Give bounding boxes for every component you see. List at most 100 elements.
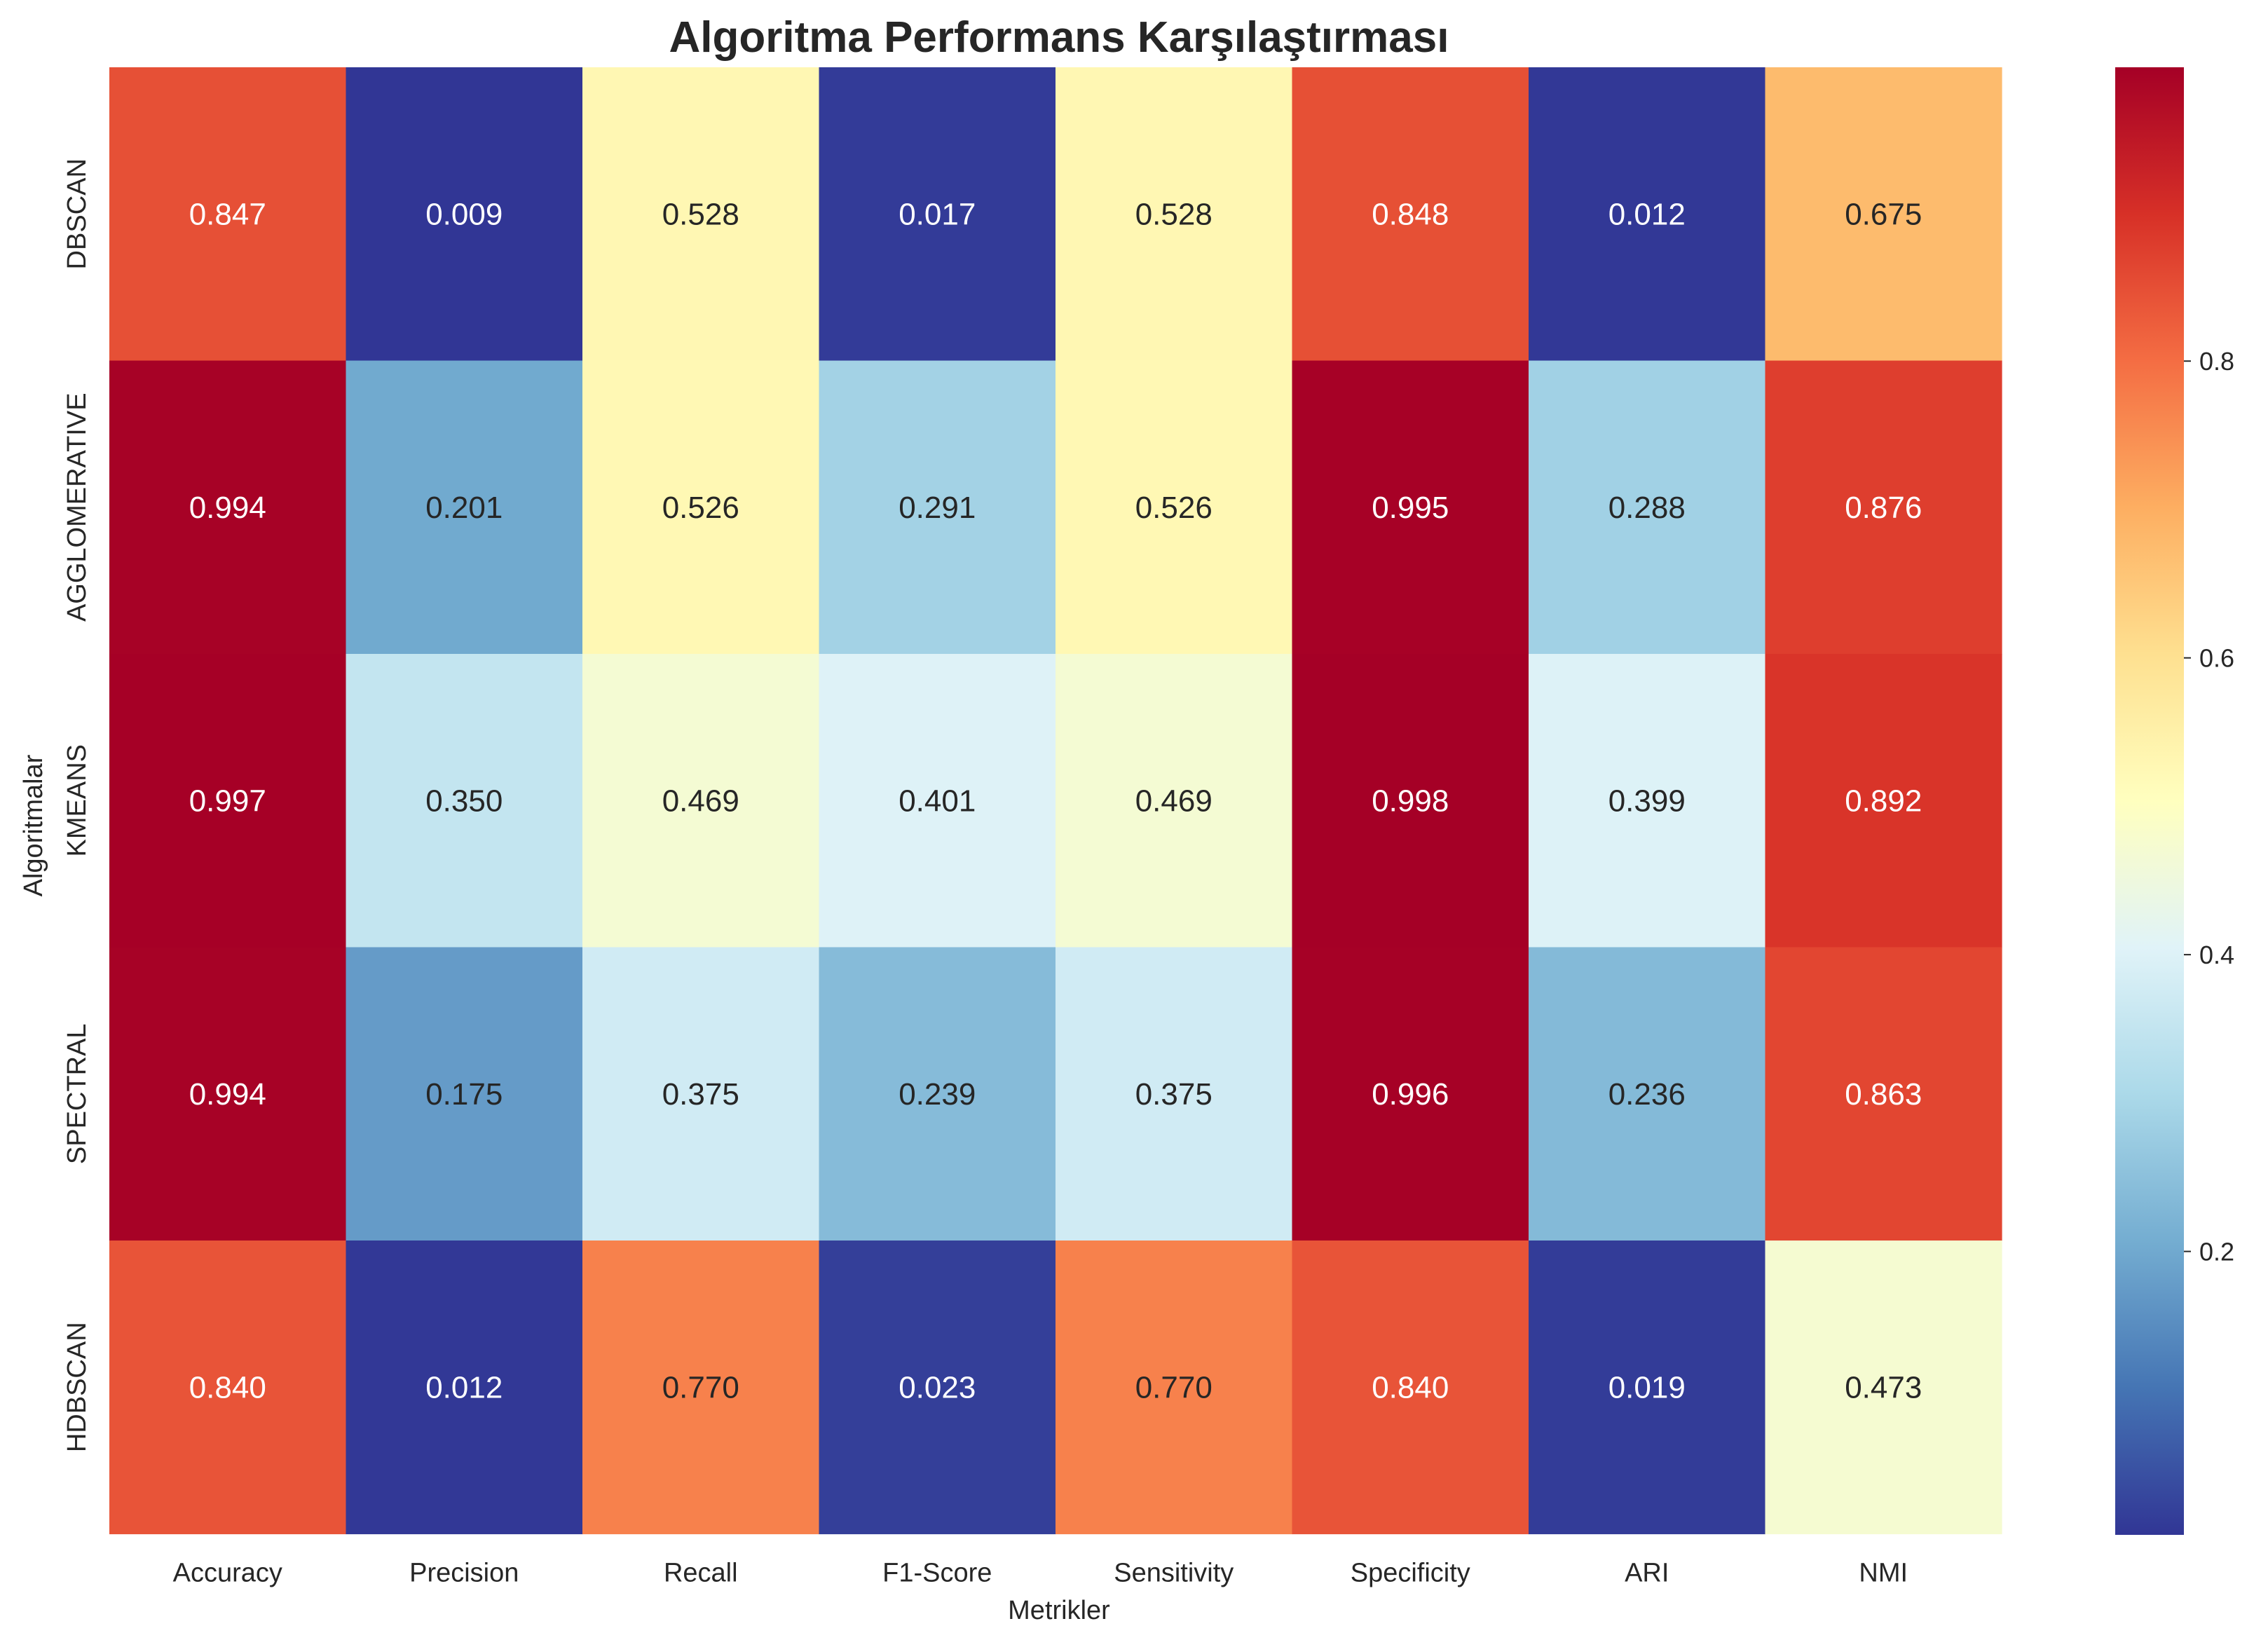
cell-value-label: 0.012 [425, 1370, 503, 1405]
heatmap-cell [582, 654, 820, 948]
heatmap-cell [1292, 360, 1529, 655]
y-axis-label: Algoritmalar [19, 754, 48, 896]
heatmap-cell [1765, 947, 2002, 1241]
cell-value-label: 0.848 [1372, 197, 1449, 231]
x-tick-labels: Accuracy Precision Recall F1-Score Sensitivi… [173, 1559, 1908, 1588]
colorbar-ticks: 0.2 0.4 0.6 0.8 [2184, 347, 2234, 1266]
heatmap-cell [582, 67, 820, 362]
cell-value-label: 0.375 [662, 1077, 739, 1112]
cell-value-label: 0.175 [425, 1077, 503, 1112]
chart-title: Algoritma Performans Karşılaştırması [669, 13, 1449, 62]
cell-value-label: 0.998 [1372, 784, 1449, 818]
cell-value-label: 0.401 [899, 784, 976, 818]
heatmap-cell [819, 1241, 1056, 1535]
cell-value-label: 0.528 [1135, 197, 1212, 231]
cell-value-label: 0.017 [899, 197, 976, 231]
heatmap-cell [346, 360, 583, 655]
heatmap-cell [582, 1241, 820, 1535]
heatmap-cell [1056, 360, 1293, 655]
heatmap-cell [346, 1241, 583, 1535]
heatmap-cell [1529, 360, 1766, 655]
cell-value-label: 0.469 [1135, 784, 1212, 818]
cell-value-label: 0.994 [189, 491, 266, 525]
cell-value-label: 0.526 [662, 491, 739, 525]
y-tick-label: DBSCAN [62, 158, 92, 269]
colorbar-tick-label: 0.2 [2199, 1238, 2234, 1266]
heatmap-cell [109, 947, 347, 1241]
y-tick-label: SPECTRAL [62, 1023, 92, 1164]
heatmap-cell [1765, 67, 2002, 362]
cell-value-label: 0.997 [189, 784, 266, 818]
cell-value-label: 0.473 [1845, 1370, 1922, 1405]
colorbar-tick-label: 0.4 [2199, 941, 2234, 969]
colorbar [2115, 67, 2184, 1535]
heatmap-cell [109, 1241, 347, 1535]
x-tick-label: Recall [664, 1559, 738, 1588]
colorbar-tick-label: 0.6 [2199, 644, 2234, 673]
cell-value-label: 0.350 [425, 784, 503, 818]
heatmap-cell [1765, 654, 2002, 948]
x-tick-label: NMI [1859, 1559, 1908, 1588]
x-tick-label: Accuracy [173, 1559, 282, 1588]
cell-value-label: 0.291 [899, 491, 976, 525]
cell-value-label: 0.840 [1372, 1370, 1449, 1405]
heatmap-cell [1056, 654, 1293, 948]
x-tick-label: Precision [409, 1559, 519, 1588]
cell-value-label: 0.770 [662, 1370, 739, 1405]
heatmap-cell [1292, 654, 1529, 948]
heatmap-cell [1529, 947, 1766, 1241]
heatmap-cell [1056, 67, 1293, 362]
heatmap-cell [346, 947, 583, 1241]
cell-value-label: 0.994 [189, 1077, 266, 1112]
cell-value-label: 0.675 [1845, 197, 1922, 231]
cell-value-label: 0.023 [899, 1370, 976, 1405]
heatmap-cell [1765, 1241, 2002, 1535]
y-tick-label: KMEANS [62, 744, 92, 856]
cell-value-label: 0.239 [899, 1077, 976, 1112]
cell-value-label: 0.528 [662, 197, 739, 231]
cell-value-label: 0.996 [1372, 1077, 1449, 1112]
cell-value-label: 0.375 [1135, 1077, 1212, 1112]
heatmap-cell [346, 654, 583, 948]
x-axis-label: Metrikler [1008, 1596, 1110, 1625]
x-tick-label: F1-Score [882, 1559, 992, 1588]
cell-value-label: 0.770 [1135, 1370, 1212, 1405]
x-tick-label: Specificity [1351, 1559, 1470, 1588]
heatmap-cell [1292, 947, 1529, 1241]
cell-value-label: 0.863 [1845, 1077, 1922, 1112]
heatmap-cell [1529, 67, 1766, 362]
heatmap-cell [819, 654, 1056, 948]
heatmap-cell [819, 947, 1056, 1241]
heatmap-cells: 0.847 0.009 0.528 0.017 0.528 0.848 0.012 0.675… [109, 67, 2002, 1535]
heatmap-cell [1056, 1241, 1293, 1535]
x-tick-label: Sensitivity [1114, 1559, 1234, 1588]
cell-value-label: 0.012 [1608, 197, 1686, 231]
cell-value-label: 0.399 [1608, 784, 1686, 818]
heatmap-cell [1765, 360, 2002, 655]
heatmap-cell [1292, 67, 1529, 362]
cell-value-label: 0.840 [189, 1370, 266, 1405]
cell-value-label: 0.847 [189, 197, 266, 231]
y-tick-label: AGGLOMERATIVE [62, 392, 92, 622]
heatmap-cell [346, 67, 583, 362]
heatmap-cell [109, 67, 347, 362]
cell-value-label: 0.201 [425, 491, 503, 525]
cell-value-label: 0.892 [1845, 784, 1922, 818]
cell-value-label: 0.469 [662, 784, 739, 818]
heatmap-cell [1529, 1241, 1766, 1535]
cell-value-label: 0.236 [1608, 1077, 1686, 1112]
x-tick-label: ARI [1625, 1559, 1669, 1588]
cell-value-label: 0.288 [1608, 491, 1686, 525]
cell-value-label: 0.009 [425, 197, 503, 231]
y-tick-labels: DBSCAN AGGLOMERATIVE KMEANS SPECTRAL HDBSCAN [62, 158, 92, 1452]
colorbar-tick-label: 0.8 [2199, 347, 2234, 376]
heatmap-cell [582, 947, 820, 1241]
cell-value-label: 0.526 [1135, 491, 1212, 525]
heatmap-cell [819, 360, 1056, 655]
heatmap-cell [109, 654, 347, 948]
heatmap-cell [1056, 947, 1293, 1241]
cell-value-label: 0.019 [1608, 1370, 1686, 1405]
heatmap-cell [1529, 654, 1766, 948]
cell-value-label: 0.876 [1845, 491, 1922, 525]
